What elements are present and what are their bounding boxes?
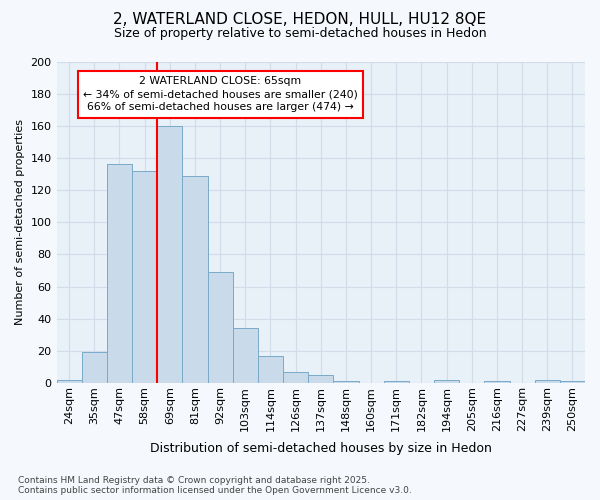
Text: 2, WATERLAND CLOSE, HEDON, HULL, HU12 8QE: 2, WATERLAND CLOSE, HEDON, HULL, HU12 8Q… [113, 12, 487, 28]
Text: Size of property relative to semi-detached houses in Hedon: Size of property relative to semi-detach… [113, 28, 487, 40]
Bar [132, 171, 157, 383]
Bar [283, 372, 308, 383]
Bar [383, 382, 409, 383]
Y-axis label: Number of semi-detached properties: Number of semi-detached properties [15, 119, 25, 325]
Bar [182, 176, 208, 383]
Bar [258, 356, 283, 383]
Bar [157, 126, 182, 383]
X-axis label: Distribution of semi-detached houses by size in Hedon: Distribution of semi-detached houses by … [150, 442, 492, 455]
Text: 2 WATERLAND CLOSE: 65sqm
← 34% of semi-detached houses are smaller (240)
66% of : 2 WATERLAND CLOSE: 65sqm ← 34% of semi-d… [83, 76, 358, 112]
Bar [308, 375, 334, 383]
Bar [233, 328, 258, 383]
Bar [107, 164, 132, 383]
Text: Contains HM Land Registry data © Crown copyright and database right 2025.
Contai: Contains HM Land Registry data © Crown c… [18, 476, 412, 495]
Bar [560, 382, 585, 383]
Bar [208, 272, 233, 383]
Bar [82, 352, 107, 383]
Bar [56, 380, 82, 383]
Bar [334, 382, 359, 383]
Bar [434, 380, 459, 383]
Bar [484, 382, 509, 383]
Bar [535, 380, 560, 383]
